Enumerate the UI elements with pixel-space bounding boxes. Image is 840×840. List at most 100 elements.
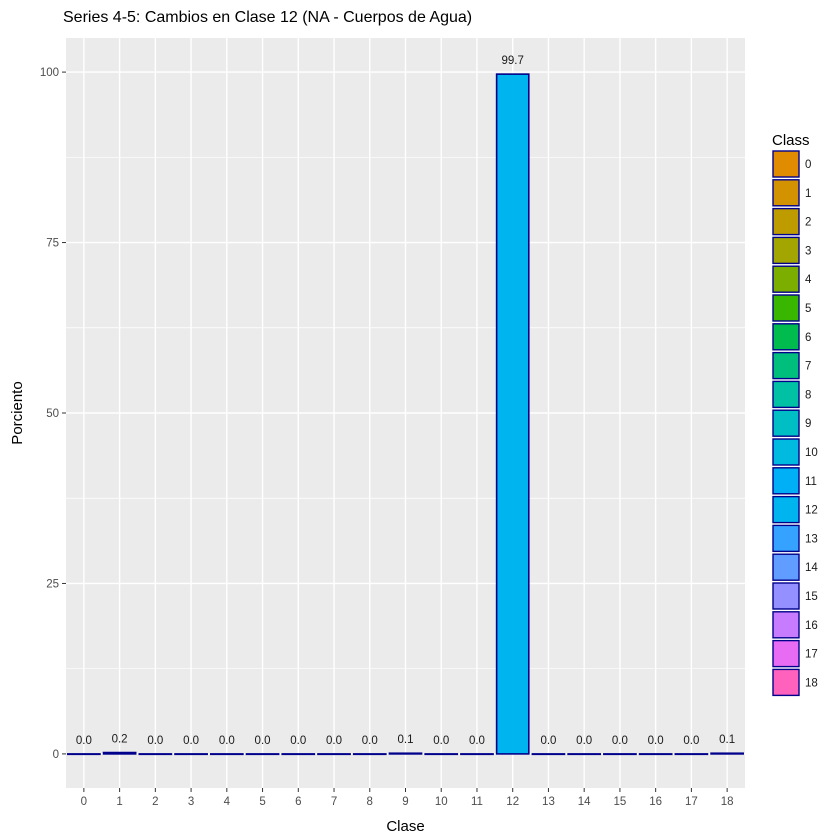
x-axis-label: Clase xyxy=(386,818,424,835)
legend-swatch xyxy=(772,495,800,524)
value-labels: 0.0 0.2 0.0 0.0 0.0 0.0 0.0 0.0 0.0 0.1 0.0 0.0 99.7… xyxy=(76,55,735,747)
legend-item-15: 15 xyxy=(772,582,818,610)
y-tick-label: 75 xyxy=(46,238,59,250)
value-label-4: 0.0 xyxy=(219,735,235,747)
legend-swatch xyxy=(772,611,800,639)
value-label-16: 0.0 xyxy=(648,735,664,747)
legend-label: 13 xyxy=(805,533,818,545)
bar-1 xyxy=(102,751,137,755)
legend-label: 1 xyxy=(805,188,811,200)
legend-swatch xyxy=(772,179,800,207)
legend-item-2: 2 xyxy=(772,207,811,236)
x-tick-label-0: 0 xyxy=(81,796,87,808)
legend-item-7: 7 xyxy=(772,351,811,380)
legend-swatch xyxy=(772,409,800,437)
legend-label: 12 xyxy=(805,505,818,517)
legend-label: 9 xyxy=(805,418,811,430)
bars xyxy=(66,73,745,756)
value-label-15: 0.0 xyxy=(612,735,628,747)
legend-swatch xyxy=(772,265,800,293)
legend-label: 0 xyxy=(805,159,811,171)
value-label-3: 0.0 xyxy=(183,735,199,747)
legend-item-17: 17 xyxy=(772,639,818,668)
value-label-17: 0.0 xyxy=(683,735,699,747)
legend-swatch xyxy=(772,236,800,265)
x-tick-label-9: 9 xyxy=(402,796,408,808)
value-label-2: 0.0 xyxy=(147,735,163,747)
legend-item-16: 16 xyxy=(772,611,818,639)
legend-label: 6 xyxy=(805,332,811,344)
legend-swatch xyxy=(772,524,800,553)
legend-item-1: 1 xyxy=(772,179,811,207)
legend-label: 18 xyxy=(805,677,818,689)
value-label-14: 0.0 xyxy=(576,735,592,747)
legend-swatch xyxy=(772,323,800,351)
bar-9 xyxy=(388,752,423,755)
legend-swatch xyxy=(772,380,800,409)
y-tick-label: 25 xyxy=(46,578,59,590)
x-tick-label-8: 8 xyxy=(367,796,373,808)
legend-label: 4 xyxy=(805,274,812,286)
legend-swatch xyxy=(772,150,800,178)
value-label-0: 0.0 xyxy=(76,735,92,747)
legend-label: 14 xyxy=(805,562,818,574)
legend-label: 7 xyxy=(805,361,811,373)
legend-item-4: 4 xyxy=(772,265,812,293)
legend-item-18: 18 xyxy=(772,668,818,697)
value-label-7: 0.0 xyxy=(326,735,342,747)
legend-title: Class xyxy=(772,132,810,149)
legend-swatch xyxy=(772,467,800,495)
y-tick-label: 100 xyxy=(40,67,59,79)
value-label-8: 0.0 xyxy=(362,735,378,747)
legend-item-8: 8 xyxy=(772,380,811,409)
legend-label: 8 xyxy=(805,389,811,401)
legend-item-12: 12 xyxy=(772,495,818,524)
x-tick-label-6: 6 xyxy=(295,796,301,808)
legend-item-11: 11 xyxy=(772,467,817,495)
value-label-1: 0.2 xyxy=(112,734,128,746)
x-tick-label-11: 11 xyxy=(471,796,483,808)
legend-item-10: 10 xyxy=(772,438,818,466)
legend-swatch xyxy=(772,553,800,581)
x-tick-label-4: 4 xyxy=(224,796,231,808)
x-tick-label-18: 18 xyxy=(721,796,734,808)
legend-swatch xyxy=(772,639,800,668)
legend-label: 2 xyxy=(805,217,811,229)
legend-label: 3 xyxy=(805,245,811,257)
value-label-9: 0.1 xyxy=(398,734,414,746)
legend-item-9: 9 xyxy=(772,409,811,437)
legend-item-6: 6 xyxy=(772,323,811,351)
value-label-10: 0.0 xyxy=(433,735,449,747)
y-axis-label: Porciento xyxy=(9,381,26,444)
y-axis-ticks: 0 25 50 75 100 xyxy=(40,67,66,761)
value-label-11: 0.0 xyxy=(469,735,485,747)
x-tick-label-14: 14 xyxy=(578,796,591,808)
legend-item-14: 14 xyxy=(772,553,818,581)
bar-18 xyxy=(710,752,745,755)
legend-label: 5 xyxy=(805,303,811,315)
legend-item-13: 13 xyxy=(772,524,818,553)
legend-swatch xyxy=(772,668,800,697)
x-tick-label-5: 5 xyxy=(259,796,265,808)
x-tick-label-2: 2 xyxy=(152,796,158,808)
x-axis-ticks: 0 1 2 3 4 5 6 7 8 9 10 11 12 13 14 15 16 17 18 xyxy=(81,788,734,808)
x-tick-label-13: 13 xyxy=(542,796,555,808)
legend-label: 15 xyxy=(805,591,818,603)
value-label-18: 0.1 xyxy=(719,734,735,746)
x-tick-label-10: 10 xyxy=(435,796,448,808)
legend-label: 10 xyxy=(805,447,818,459)
x-tick-label-12: 12 xyxy=(506,796,519,808)
x-tick-label-16: 16 xyxy=(649,796,662,808)
x-tick-label-7: 7 xyxy=(331,796,337,808)
legend-swatch xyxy=(772,438,800,466)
value-label-6: 0.0 xyxy=(290,735,306,747)
x-tick-label-15: 15 xyxy=(614,796,627,808)
legend-item-0: 0 xyxy=(772,150,811,178)
value-label-12: 99.7 xyxy=(502,55,524,67)
x-tick-label-1: 1 xyxy=(116,796,122,808)
legend-swatch xyxy=(772,582,800,610)
legend-label: 17 xyxy=(805,649,818,661)
